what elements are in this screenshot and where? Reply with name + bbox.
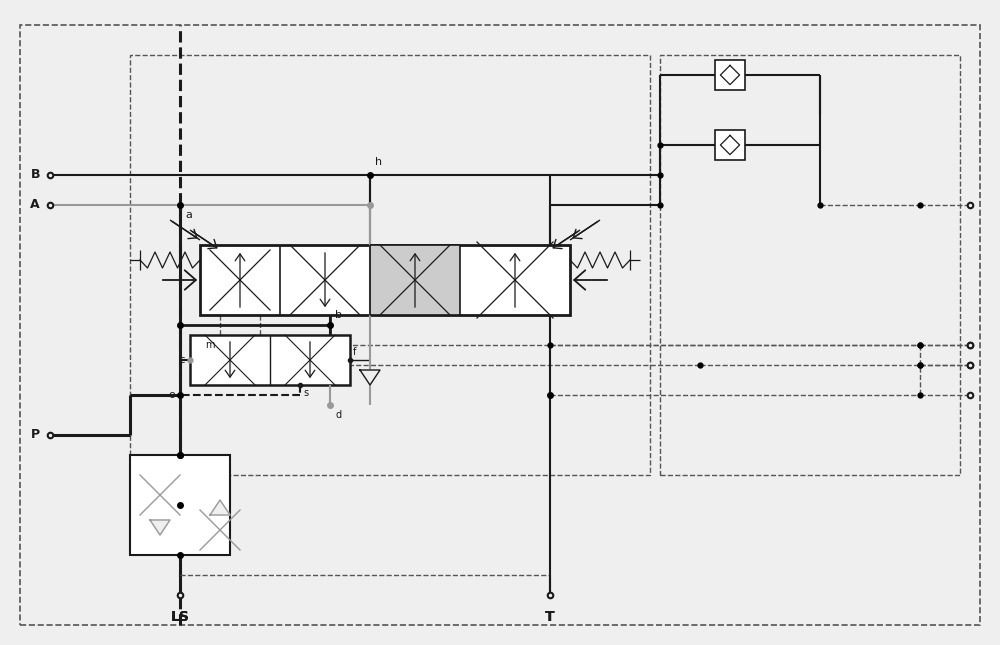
Text: m: m — [205, 340, 214, 350]
Bar — [715, 130, 745, 160]
Text: A: A — [30, 199, 40, 212]
Bar — [190, 335, 350, 385]
Text: o: o — [168, 390, 175, 400]
Text: B: B — [30, 168, 40, 181]
Polygon shape — [150, 520, 170, 535]
Text: P: P — [31, 428, 40, 441]
Text: T: T — [545, 610, 555, 624]
Text: f: f — [353, 347, 356, 357]
Text: h: h — [375, 157, 382, 167]
Bar — [200, 245, 570, 315]
Text: T: T — [545, 610, 555, 624]
Polygon shape — [360, 370, 380, 385]
Text: c: c — [180, 355, 185, 365]
Text: a: a — [185, 210, 192, 220]
Bar — [130, 455, 230, 555]
Text: LS: LS — [171, 610, 189, 624]
Bar — [370, 245, 460, 315]
Text: b: b — [335, 310, 342, 320]
Polygon shape — [210, 500, 230, 515]
Bar — [130, 55, 650, 475]
Bar — [715, 60, 745, 90]
Text: LS: LS — [171, 610, 189, 624]
Bar — [660, 55, 960, 475]
Text: d: d — [335, 410, 341, 420]
Text: s: s — [303, 388, 308, 398]
